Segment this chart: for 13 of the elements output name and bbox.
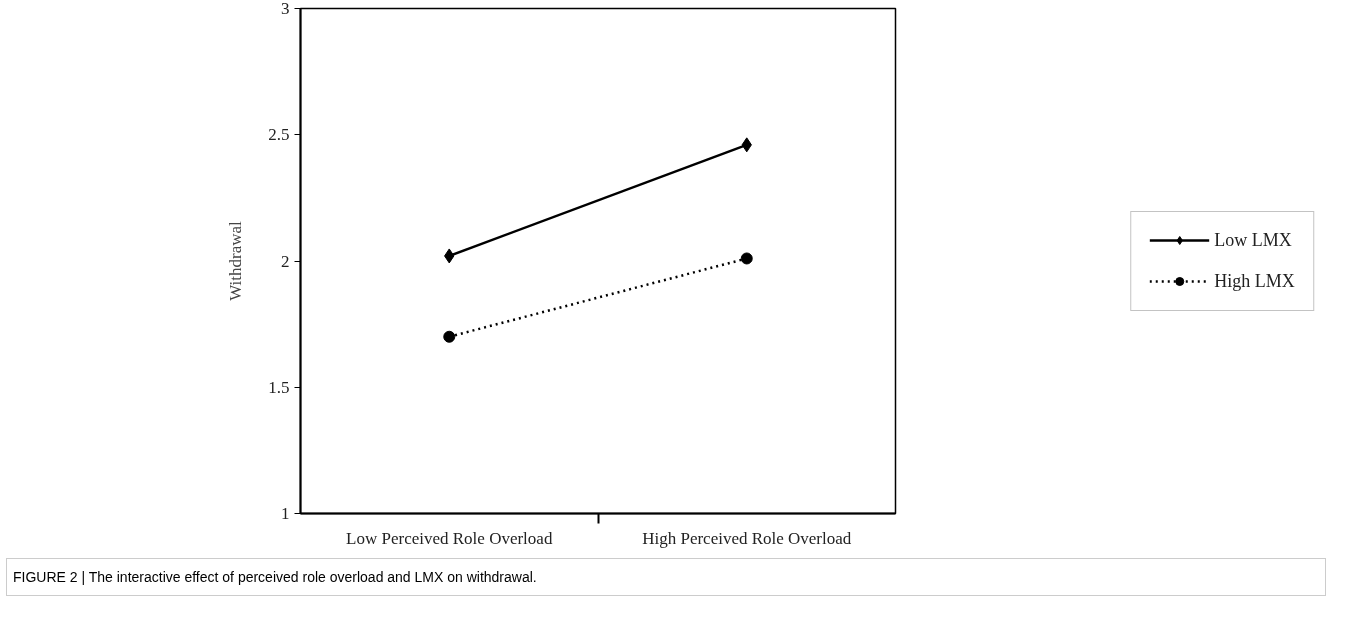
- y-tick-label: 3: [281, 0, 290, 18]
- y-tick-label: 1: [281, 504, 290, 523]
- y-axis-title: Withdrawal: [226, 220, 246, 301]
- y-tick-label: 2: [281, 251, 290, 271]
- point: [740, 252, 753, 265]
- x-tick-label: High Perceived Role Overload: [642, 528, 852, 548]
- caption: FIGURE 2 | The interactive effect of perceived role overload and LMX on withdrawal.: [13, 568, 537, 587]
- y-tick-label: 2.5: [268, 125, 290, 145]
- legend-label: Low LMX: [1214, 229, 1292, 251]
- legend-label: High LMX: [1214, 270, 1295, 292]
- x-tick-label: Low Perceived Role Overload: [346, 528, 553, 548]
- y-tick-label: 1.5: [268, 377, 290, 397]
- point: [443, 330, 456, 343]
